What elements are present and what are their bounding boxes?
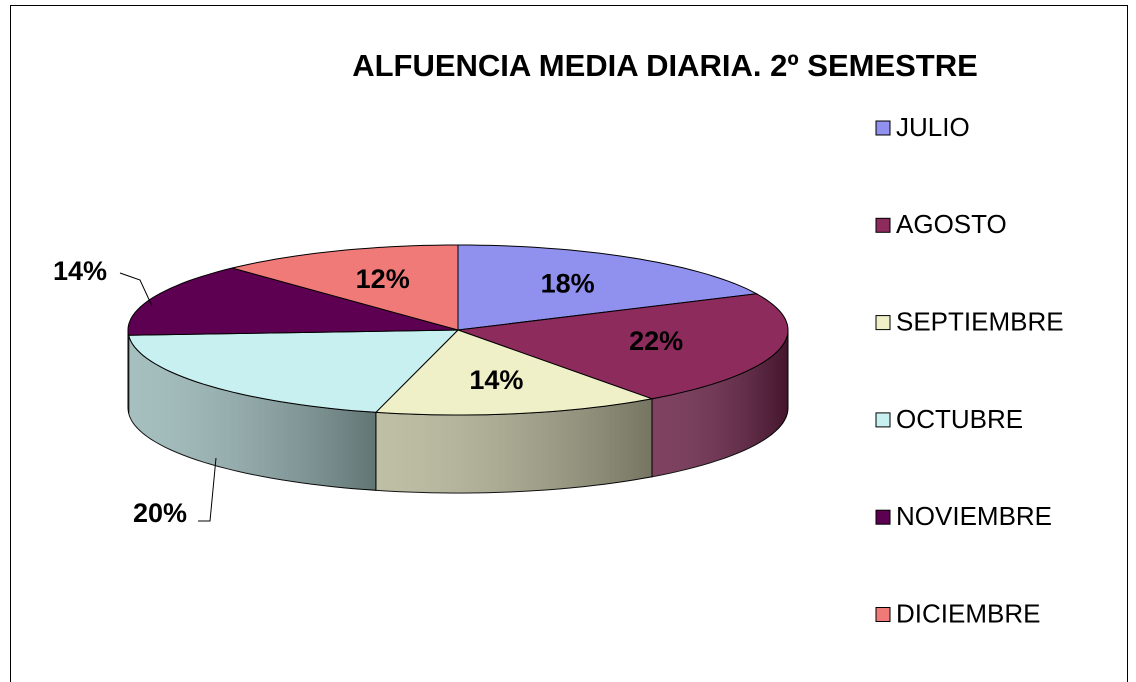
data-label: 20% [133,498,187,528]
pie-slice [457,293,789,400]
legend-label: NOVIEMBRE [896,501,1052,531]
legend-swatch [875,509,891,525]
pie-slice [231,244,459,331]
legend-swatch [875,607,891,622]
pie-side-shade [128,330,129,414]
pie-slice [374,329,654,416]
legend: JULIO AGOSTO SEPTIEMBRE OCTUBRE NOVIEMBRE DIC… [875,112,1064,628]
pie-side-shade [128,335,376,491]
pie-slice [457,244,759,331]
legend-swatch [875,120,891,136]
data-label: 22% [629,326,683,356]
legend-label: JULIO [896,112,970,142]
pie-slice [128,329,460,413]
leader-line [198,457,217,522]
data-label: 18% [541,269,595,299]
data-label: 12% [356,264,410,294]
legend-label: DICIEMBRE [896,598,1040,628]
pie: 18% 22% 14% 20% 14% 12% [53,244,789,528]
data-label: 14% [469,365,523,395]
legend-label: SEPTIEMBRE [896,306,1064,336]
legend-swatch [875,412,891,428]
chart-title: ALFUENCIA MEDIA DIARIA. 2º SEMESTRE [352,48,978,83]
legend-label: OCTUBRE [896,404,1023,434]
pie-slice [127,267,459,336]
legend-swatch [875,315,891,331]
legend-swatch [875,217,891,233]
leader-line [119,272,153,307]
pie-side-shade [652,330,788,477]
pie-side-shade [375,398,652,493]
data-label: 14% [53,256,107,286]
legend-label: AGOSTO [896,209,1007,239]
